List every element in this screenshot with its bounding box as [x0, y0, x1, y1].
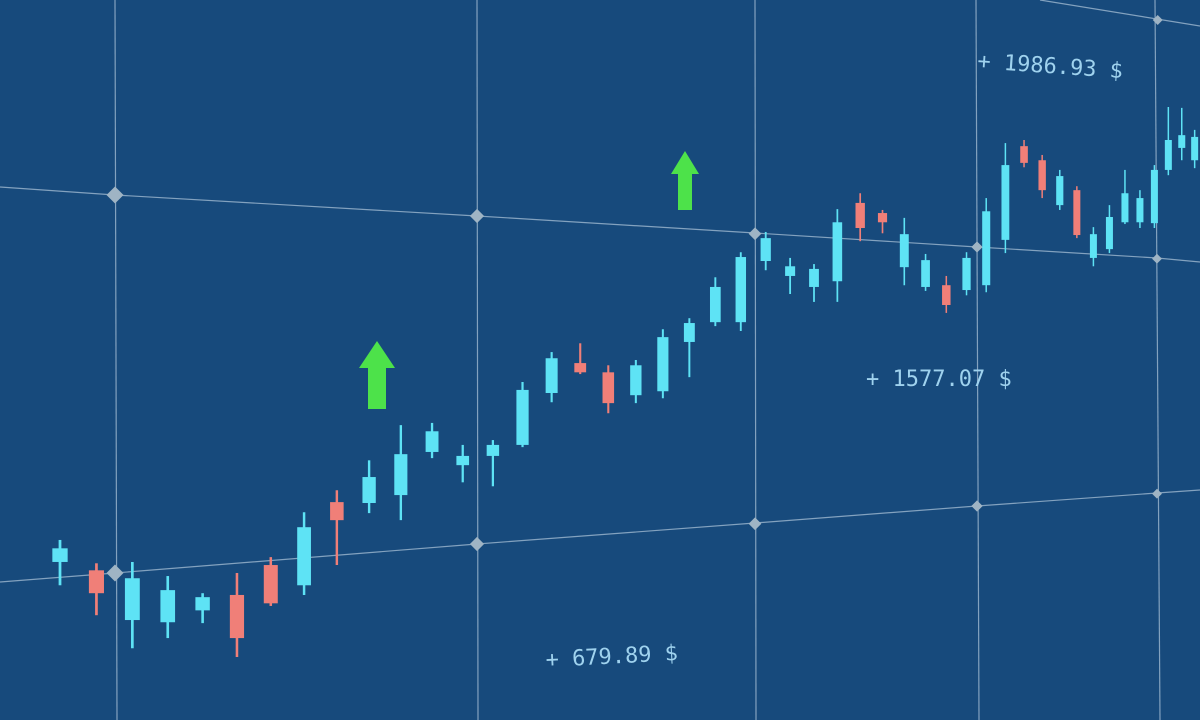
candle-body	[516, 389, 529, 445]
up-arrows	[359, 151, 699, 409]
candle-body	[362, 477, 376, 503]
candle-body	[1105, 217, 1113, 250]
candle-body	[1191, 136, 1199, 161]
candle-body	[832, 222, 843, 282]
candle-body	[263, 565, 278, 604]
candle-body	[1164, 140, 1172, 170]
candle-body	[1136, 198, 1144, 223]
candle-body	[942, 285, 951, 305]
candle-body	[330, 502, 344, 521]
annotation: + 1577.07 $	[866, 367, 1012, 392]
candle-body	[486, 444, 500, 456]
candle-body	[760, 238, 771, 261]
candle-body	[1089, 234, 1097, 258]
candle-body	[195, 597, 210, 611]
candle-body	[229, 594, 245, 639]
candle-body	[877, 213, 888, 223]
candles	[52, 107, 1199, 657]
candle-body	[1073, 190, 1081, 236]
candle-body	[88, 570, 104, 594]
candle-body	[1178, 135, 1186, 148]
candle-body	[52, 548, 68, 562]
candle-body	[735, 257, 747, 323]
candle-body	[1001, 165, 1010, 240]
candle-body	[160, 590, 176, 623]
candle-body	[545, 358, 558, 393]
candle-body	[425, 431, 439, 452]
candle-body	[657, 337, 669, 392]
candle-body	[1056, 176, 1064, 206]
candle-body	[709, 286, 721, 323]
candle-body	[574, 363, 587, 373]
candle-body	[785, 266, 796, 276]
candle-body	[1150, 169, 1158, 224]
candle-body	[921, 260, 930, 287]
candle-body	[124, 578, 140, 621]
candle-body	[630, 365, 642, 396]
candle-body	[855, 202, 865, 228]
candle-body	[602, 372, 615, 404]
candle-body	[982, 211, 991, 286]
candle-body	[1038, 160, 1046, 191]
candle-body	[962, 257, 971, 291]
candle-body	[1020, 146, 1028, 163]
candle-body	[683, 323, 695, 342]
candle-body	[899, 234, 909, 268]
candle-body	[394, 454, 408, 496]
candle-body	[297, 527, 311, 586]
candle-body	[1121, 193, 1129, 223]
candle-body	[456, 455, 470, 466]
candle-body	[809, 268, 819, 287]
